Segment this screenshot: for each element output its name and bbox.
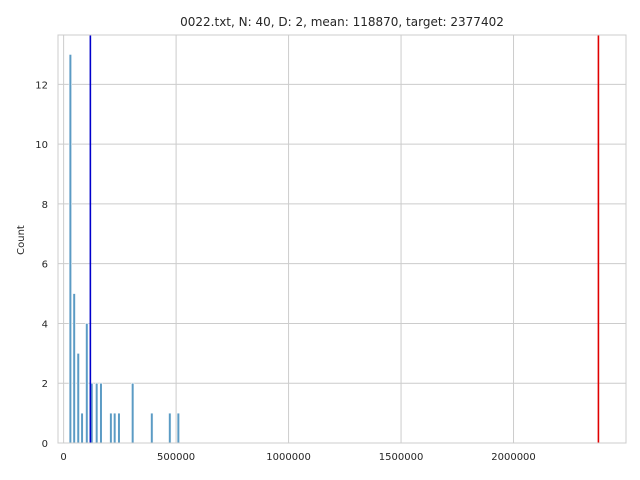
y-axis-label: Count [16,225,27,255]
chart-title: 0022.txt, N: 40, D: 2, mean: 118870, tar… [180,15,504,29]
histogram-bar-2 [76,353,80,444]
histogram-bar-3 [80,412,84,444]
histogram-bar-4 [85,323,89,444]
y-tick-label-1: 2 [42,379,48,390]
histogram-bar-12 [150,412,154,444]
histogram-bar-7 [99,382,103,444]
histogram-bar-8 [109,412,113,444]
x-tick-labels: 0 500000 1000000 1500000 2000000 [60,452,535,463]
x-tick-label-2: 1000000 [266,452,311,463]
x-tick-label-1: 500000 [157,452,195,463]
histogram-bar-10 [117,412,121,444]
x-tick-label-0: 0 [60,452,66,463]
y-tick-label-4: 8 [42,200,48,211]
histogram-bar-11 [131,382,135,444]
histogram-bar-14 [176,412,180,444]
y-tick-label-2: 4 [42,319,48,330]
y-tick-label-0: 0 [42,439,48,450]
histogram-bar-1 [72,293,76,444]
y-tick-labels: 0 2 4 6 8 10 12 [35,80,48,450]
bars [68,54,180,444]
grid [58,35,626,444]
plot-frame [57,34,627,444]
y-tick-label-6: 12 [35,80,48,91]
x-tick-label-3: 1500000 [379,452,424,463]
reference-lines [89,35,600,443]
histogram-bar-6 [95,382,99,444]
y-tick-label-5: 10 [35,140,48,151]
x-tick-label-4: 2000000 [491,452,536,463]
histogram-bar-0 [68,54,72,444]
histogram-bar-13 [168,412,172,444]
histogram-bar-9 [113,412,117,444]
y-tick-label-3: 6 [42,260,48,271]
